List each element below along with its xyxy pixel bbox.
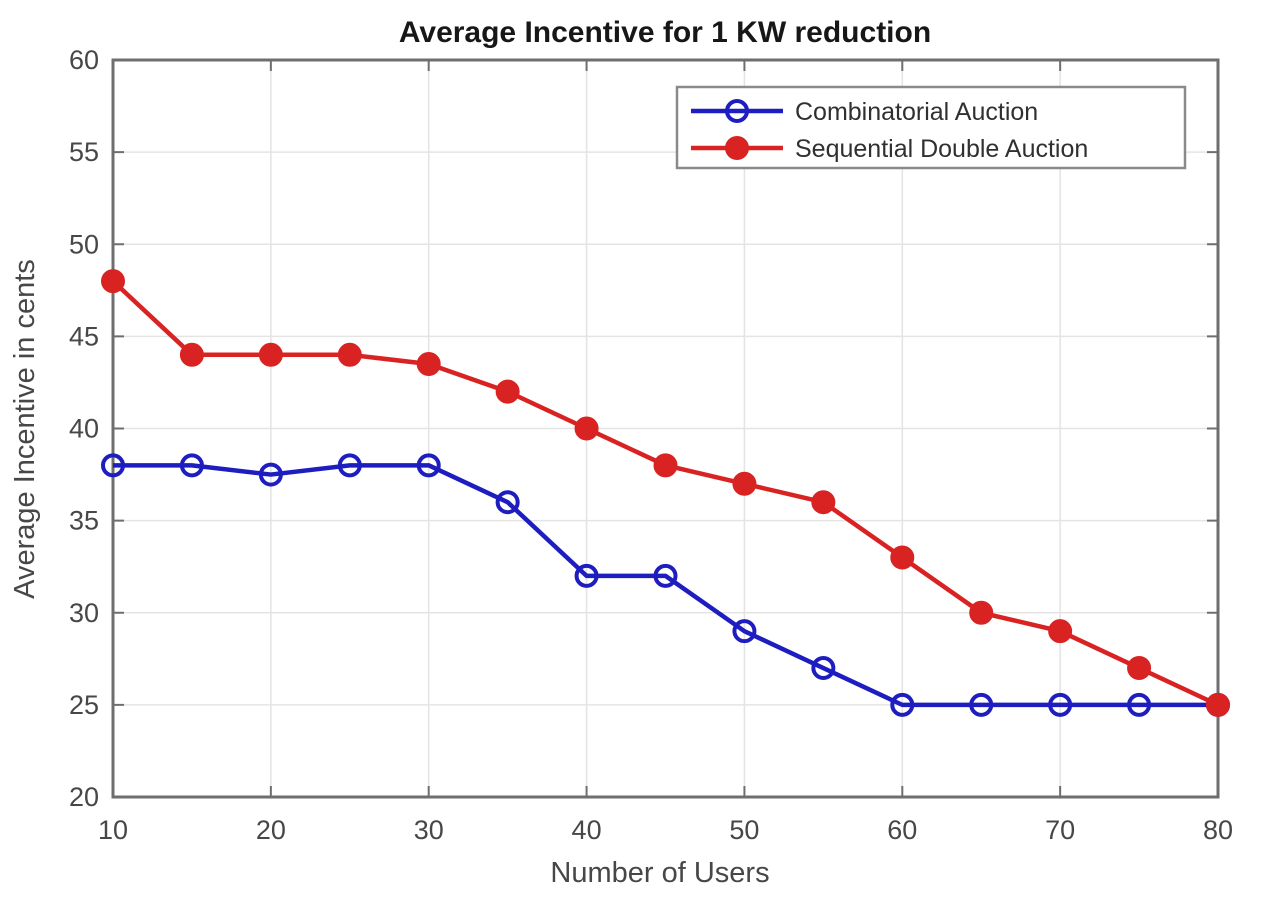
data-series <box>101 269 1230 717</box>
y-tick-label: 35 <box>69 506 99 536</box>
x-tick-label: 40 <box>572 815 602 845</box>
data-point-filled-circle <box>495 379 520 404</box>
y-tick-label: 55 <box>69 137 99 167</box>
data-point-open-circle <box>416 453 441 478</box>
data-point-open-circle <box>725 99 749 123</box>
data-point-filled-circle <box>811 490 836 515</box>
x-tick-label: 70 <box>1045 815 1075 845</box>
legend-item: Sequential Double Auction <box>691 135 1088 163</box>
data-point-open-circle <box>890 692 915 717</box>
data-point-filled-circle <box>725 136 749 160</box>
series-combinatorial-auction <box>101 453 1230 717</box>
y-tick-label: 50 <box>69 229 99 259</box>
y-axis-label: Average Incentive in cents <box>9 259 41 599</box>
x-tick-label: 10 <box>98 815 128 845</box>
legend: Combinatorial Auction Sequential Double A… <box>675 85 1187 170</box>
data-point-open-circle <box>732 619 757 644</box>
y-tick-label: 60 <box>69 45 99 75</box>
x-tick-label: 50 <box>729 815 759 845</box>
x-tick-label: 80 <box>1203 815 1233 845</box>
data-point-open-circle <box>337 453 362 478</box>
legend-label: Sequential Double Auction <box>795 135 1088 163</box>
data-point-filled-circle <box>732 471 757 496</box>
y-tick-label: 25 <box>69 690 99 720</box>
x-axis-label: Number of Users <box>550 857 769 889</box>
y-tick-label: 45 <box>69 321 99 351</box>
gridlines <box>112 59 1219 798</box>
data-point-filled-circle <box>258 342 283 367</box>
y-tick-label: 30 <box>69 598 99 628</box>
data-point-filled-circle <box>969 600 994 625</box>
x-tick-label: 60 <box>887 815 917 845</box>
data-point-open-circle <box>574 563 599 588</box>
legend-box <box>675 85 1187 170</box>
data-point-open-circle <box>811 656 836 681</box>
data-point-open-circle <box>258 462 283 487</box>
data-point-open-circle <box>179 453 204 478</box>
x-tick-label: 20 <box>256 815 286 845</box>
chart-title: Average Incentive for 1 KW reduction <box>399 16 931 49</box>
legend-label: Combinatorial Auction <box>795 98 1038 126</box>
data-point-open-circle <box>1048 692 1073 717</box>
series-line <box>111 279 1219 707</box>
data-point-filled-circle <box>179 342 204 367</box>
series-line <box>113 463 1218 708</box>
x-tick-label: 30 <box>414 815 444 845</box>
data-point-filled-circle <box>1127 656 1152 681</box>
data-point-filled-circle <box>101 269 125 294</box>
legend-item: Combinatorial Auction <box>691 98 1038 126</box>
data-point-open-circle <box>1127 692 1152 717</box>
data-point-open-circle <box>495 490 520 515</box>
data-point-filled-circle <box>416 352 441 377</box>
data-point-open-circle <box>969 692 994 717</box>
data-point-filled-circle <box>653 453 678 478</box>
data-point-filled-circle <box>1048 619 1073 644</box>
data-point-open-circle <box>101 453 125 478</box>
series-sequential-double-auction <box>101 269 1230 717</box>
data-point-filled-circle <box>337 342 362 367</box>
data-point-filled-circle <box>1206 692 1230 717</box>
data-point-filled-circle <box>890 545 915 570</box>
y-tick-label: 20 <box>69 782 99 812</box>
data-point-filled-circle <box>574 416 599 441</box>
y-tick-label: 40 <box>69 414 99 444</box>
data-point-open-circle <box>653 563 678 588</box>
